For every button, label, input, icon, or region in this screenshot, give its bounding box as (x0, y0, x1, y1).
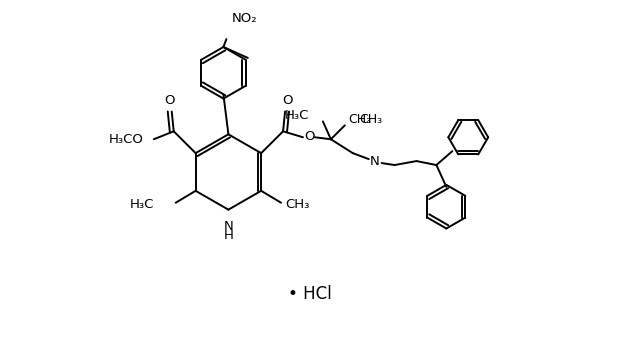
Text: H: H (223, 228, 234, 241)
Text: CH₃: CH₃ (348, 113, 371, 126)
Text: • HCl: • HCl (288, 285, 332, 303)
Text: H₃C: H₃C (129, 198, 154, 211)
Text: O: O (282, 94, 292, 106)
Text: O: O (305, 130, 316, 143)
Text: H₃C: H₃C (285, 109, 309, 122)
Text: CH₃: CH₃ (360, 113, 383, 126)
Text: H₃CO: H₃CO (109, 133, 143, 146)
Text: NO₂: NO₂ (232, 12, 257, 25)
Text: N: N (370, 155, 380, 168)
Text: O: O (164, 94, 175, 106)
Text: CH₃: CH₃ (285, 198, 309, 211)
Text: N: N (223, 220, 233, 233)
